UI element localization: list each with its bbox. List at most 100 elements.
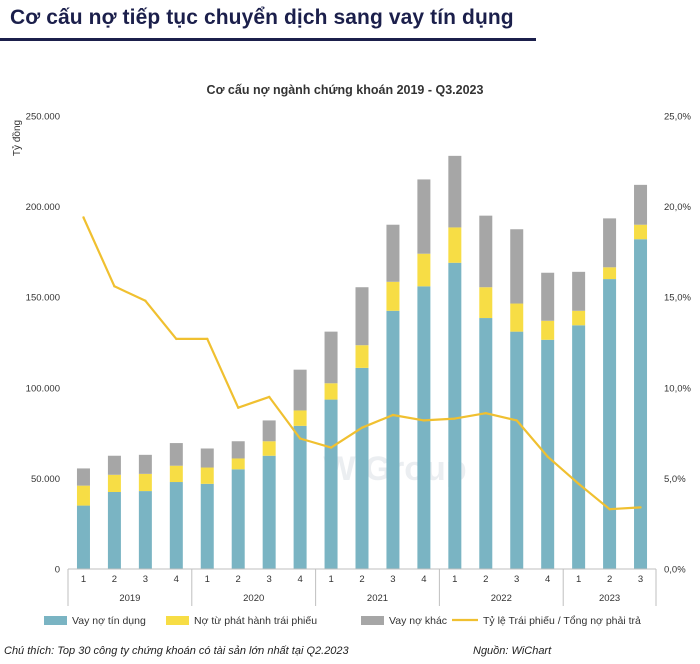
bond-debt-bar xyxy=(479,287,493,319)
other-debt-bar xyxy=(138,454,152,474)
ratio-point xyxy=(82,216,85,219)
y-tick-label: 250.000 xyxy=(26,112,60,123)
y-tick-label: 200.000 xyxy=(26,202,60,213)
other-debt-bar xyxy=(231,441,245,459)
ratio-point xyxy=(546,455,549,458)
bond-debt-bar xyxy=(107,474,121,492)
legend-credit: Vay nợ tín dụng xyxy=(44,615,146,627)
quarter-tick-label: 2 xyxy=(236,574,241,585)
legend-bond-swatch xyxy=(166,616,189,625)
ratio-point xyxy=(237,406,240,409)
y-tick-label: 150.000 xyxy=(26,293,60,304)
quarter-tick-label: 1 xyxy=(205,574,210,585)
credit-debt-bar xyxy=(324,399,338,569)
year-group-label: 2023 xyxy=(599,593,620,604)
credit-debt-bar xyxy=(541,339,555,569)
other-debt-bar xyxy=(293,369,307,411)
ratio-point xyxy=(268,395,271,399)
legend-ratio-label: Tỷ lệ Trái phiếu / Tổng nợ phải trả xyxy=(483,615,641,627)
bond-debt-bar xyxy=(200,467,214,484)
credit-debt-bar xyxy=(634,239,648,569)
quarter-tick-label: 4 xyxy=(421,574,426,585)
y-tick-label: 100.000 xyxy=(26,383,60,394)
legend-other: Vay nợ khác xyxy=(361,615,447,627)
legend-credit-label: Vay nợ tín dụng xyxy=(72,615,146,627)
credit-debt-bar xyxy=(231,469,245,569)
credit-debt-bar xyxy=(510,331,524,569)
other-debt-bar xyxy=(541,272,555,321)
ratio-point xyxy=(608,508,611,511)
quarter-tick-label: 4 xyxy=(297,574,302,585)
quarter-tick-label: 3 xyxy=(514,574,519,585)
bond-debt-bar xyxy=(572,310,586,326)
other-debt-bar xyxy=(417,179,431,254)
credit-debt-bar xyxy=(572,325,586,569)
other-debt-bar xyxy=(200,448,214,468)
y-tick-label: 0 xyxy=(55,565,60,576)
quarter-tick-label: 4 xyxy=(545,574,550,585)
bond-debt-bar xyxy=(138,473,152,492)
year-group-label: 2020 xyxy=(243,593,264,604)
bond-debt-bar xyxy=(634,224,648,240)
credit-debt-bar xyxy=(355,367,369,569)
other-debt-bar xyxy=(634,184,648,225)
bond-debt-bar xyxy=(355,345,369,368)
credit-debt-bar xyxy=(386,310,400,569)
ratio-point xyxy=(639,506,642,509)
footer-note: Chú thích: Top 30 công ty chứng khoán có… xyxy=(4,645,349,657)
ratio-point xyxy=(391,413,395,417)
y-tick-label: 50.000 xyxy=(31,474,60,485)
other-debt-bar xyxy=(479,215,493,288)
credit-debt-bar xyxy=(448,262,462,569)
year-group-label: 2019 xyxy=(119,593,140,604)
bond-debt-bar xyxy=(386,281,400,311)
quarter-tick-label: 1 xyxy=(576,574,581,585)
quarter-tick-label: 1 xyxy=(452,574,457,585)
y2-tick-label: 5,0% xyxy=(664,474,686,485)
ratio-point xyxy=(360,426,364,429)
ratio-point xyxy=(422,419,426,422)
credit-debt-bar xyxy=(138,491,152,569)
legend-other-swatch xyxy=(361,616,384,625)
page-title: Cơ cấu nợ tiếp tục chuyển dịch sang vay … xyxy=(10,6,514,29)
y2-tick-label: 0,0% xyxy=(664,565,686,576)
other-debt-bar xyxy=(510,229,524,304)
legend-ratio: Tỷ lệ Trái phiếu / Tổng nợ phải trả xyxy=(452,615,641,627)
credit-debt-bar xyxy=(262,455,276,569)
quarter-tick-label: 2 xyxy=(607,574,612,585)
other-debt-bar xyxy=(572,271,586,311)
quarter-tick-label: 1 xyxy=(81,574,86,585)
credit-debt-bar xyxy=(603,279,617,569)
credit-debt-bar xyxy=(417,286,431,569)
bond-debt-bar xyxy=(510,303,524,332)
ratio-point xyxy=(206,337,209,341)
credit-debt-bar xyxy=(200,483,214,569)
quarter-tick-label: 3 xyxy=(143,574,148,585)
bond-debt-bar xyxy=(293,410,307,426)
other-debt-bar xyxy=(324,331,338,384)
y2-tick-label: 15,0% xyxy=(664,293,691,304)
ratio-point xyxy=(113,285,116,288)
y2-tick-label: 10,0% xyxy=(664,383,691,394)
ratio-point xyxy=(144,299,147,302)
y2-tick-label: 20,0% xyxy=(664,202,691,213)
quarter-tick-label: 3 xyxy=(390,574,395,585)
other-debt-bar xyxy=(603,218,617,268)
quarter-tick-label: 3 xyxy=(638,574,643,585)
credit-debt-bar xyxy=(76,505,90,569)
other-debt-bar xyxy=(386,224,400,282)
bond-debt-bar xyxy=(541,320,555,340)
ratio-point xyxy=(515,419,518,422)
other-debt-bar xyxy=(76,468,90,486)
ratio-point xyxy=(175,337,178,341)
ratio-point xyxy=(484,412,487,415)
legend-bond-label: Nợ từ phát hành trái phiếu xyxy=(194,615,317,627)
quarter-tick-label: 2 xyxy=(112,574,117,585)
quarter-tick-label: 2 xyxy=(483,574,488,585)
bond-debt-bar xyxy=(417,253,431,287)
quarter-tick-label: 1 xyxy=(328,574,333,585)
credit-debt-bar xyxy=(107,491,121,569)
bond-debt-bar xyxy=(169,465,183,483)
credit-debt-bar xyxy=(293,425,307,569)
quarter-tick-label: 3 xyxy=(267,574,272,585)
